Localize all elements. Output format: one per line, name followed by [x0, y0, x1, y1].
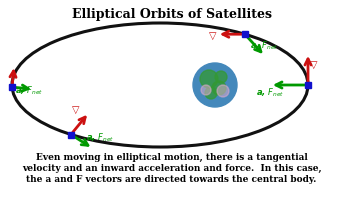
Circle shape [215, 71, 227, 83]
Text: ▽: ▽ [72, 105, 80, 114]
Circle shape [205, 87, 217, 99]
Text: velocity and an inward acceleration and force.  In this case,: velocity and an inward acceleration and … [22, 164, 321, 173]
Circle shape [212, 81, 226, 95]
Text: the a and F vectors are directed towards the central body.: the a and F vectors are directed towards… [26, 175, 317, 184]
Text: Even moving in elliptical motion, there is a tangential: Even moving in elliptical motion, there … [36, 153, 307, 162]
Text: a, $F_{net}$: a, $F_{net}$ [250, 40, 278, 52]
Text: Elliptical Orbits of Satellites: Elliptical Orbits of Satellites [71, 8, 272, 21]
Text: a, $F_{net}$: a, $F_{net}$ [86, 131, 114, 144]
Text: ▽: ▽ [209, 31, 217, 41]
Circle shape [201, 85, 211, 95]
Text: a, $F_{net}$: a, $F_{net}$ [15, 85, 44, 97]
Circle shape [217, 85, 229, 97]
Text: a, $F_{net}$: a, $F_{net}$ [256, 87, 284, 99]
Circle shape [193, 63, 237, 107]
Circle shape [200, 70, 218, 88]
Text: ▽: ▽ [310, 60, 318, 70]
